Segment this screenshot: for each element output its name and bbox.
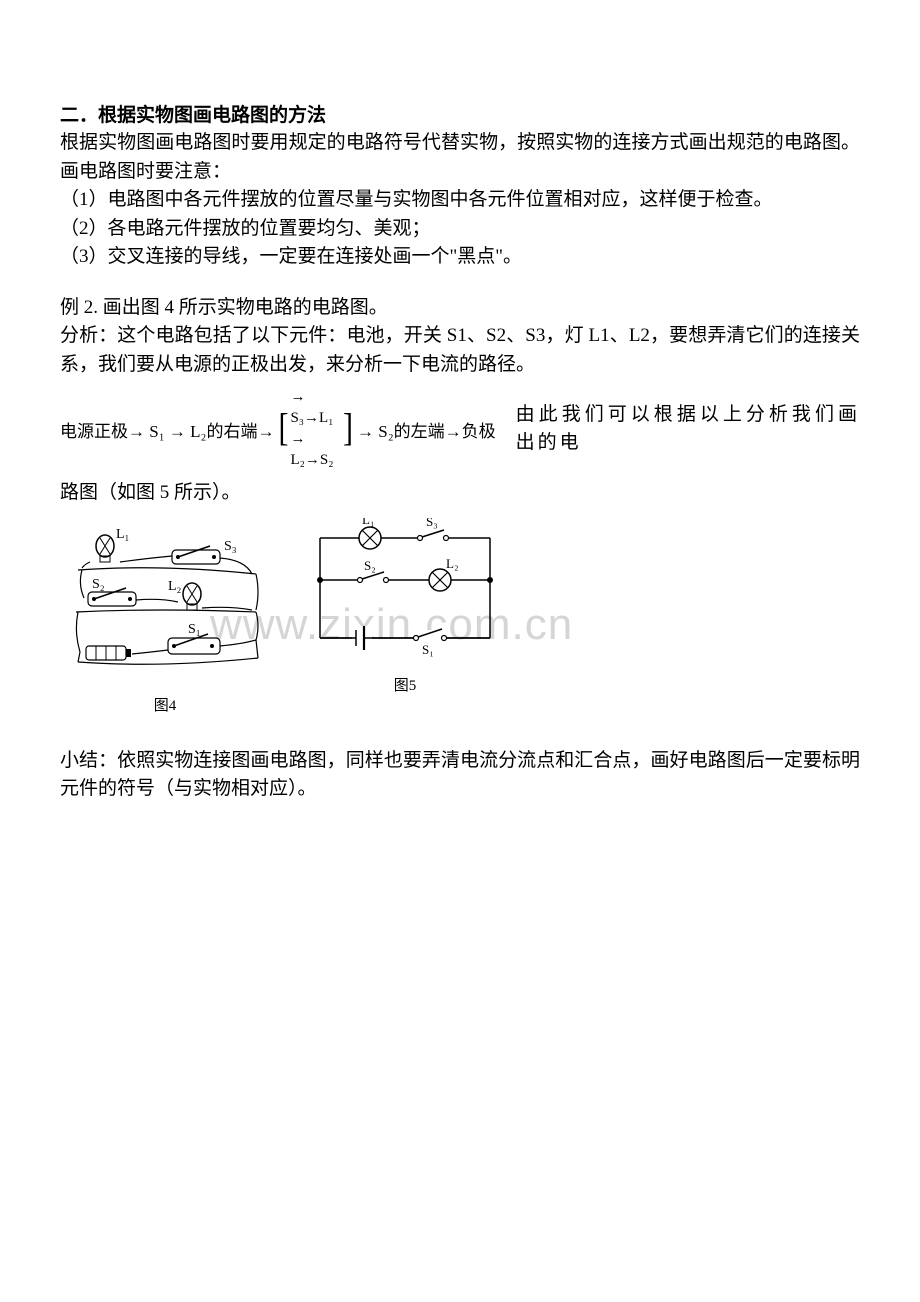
note-item-1: （1）电路图中各元件摆放的位置尽量与实物图中各元件位置相对应，这样便于检查。 bbox=[60, 186, 860, 215]
fig5-L1-label: L₁ bbox=[362, 518, 374, 527]
note-item-2: （2）各电路元件摆放的位置要均匀、美观； bbox=[60, 215, 860, 244]
figures-container: L₁ S₃ S₂ bbox=[60, 518, 860, 715]
example-label: 例 2. 画出图 4 所示实物电路的电路图。 bbox=[60, 294, 860, 323]
intro-paragraph: 根据实物图画电路图时要用规定的电路符号代替实物，按照实物的连接方式画出规范的电路… bbox=[60, 129, 860, 186]
right-bracket: ] bbox=[343, 410, 353, 449]
formula-suffix: → S₂的左端→负极 bbox=[357, 417, 496, 442]
figure-5-caption: 图5 bbox=[394, 674, 417, 695]
section-heading: 二．根据实物图画电路图的方法 bbox=[60, 100, 860, 127]
figure-5-block: L₁ S₃ S₂ L₂ bbox=[300, 518, 510, 695]
current-path-formula: 电源正极→ S₁ → L₂的右端→ [ → S₃→L₁ → L₂→S₂ ] → … bbox=[60, 387, 860, 471]
after-formula-text: 路图（如图 5 所示）。 bbox=[60, 479, 860, 508]
summary-paragraph: 小结：依照实物连接图画电路图，同样也要弄清电流分流点和汇合点，画好电路图后一定要… bbox=[60, 747, 860, 804]
branch-1: → S₃→L₁ bbox=[290, 387, 341, 429]
formula-prefix: 电源正极→ S₁ → L₂的右端→ bbox=[60, 417, 274, 442]
fig4-L1-label: L₁ bbox=[116, 527, 129, 542]
note-item-3: （3）交叉连接的导线，一定要在连接处画一个"黑点"。 bbox=[60, 243, 860, 272]
fig5-S1-label: S₁ bbox=[422, 642, 434, 657]
fig5-L2-label: L₂ bbox=[446, 556, 458, 571]
fig4-S3-label: S₃ bbox=[224, 539, 237, 554]
fig5-S2-label: S₂ bbox=[364, 558, 376, 573]
fig4-S1-label: S₁ bbox=[188, 622, 201, 637]
fig5-S3-label: S₃ bbox=[426, 518, 438, 529]
figure-4-svg: L₁ S₃ S₂ bbox=[60, 518, 270, 688]
branch-2: → L₂→S₂ bbox=[290, 429, 341, 471]
derive-text: 由此我们可以根据以上分析我们画出的电 bbox=[516, 401, 860, 458]
fig4-L2-label: L₂ bbox=[168, 579, 182, 594]
figure-4-caption: 图4 bbox=[154, 694, 177, 715]
fig4-S2-label: S₂ bbox=[92, 577, 105, 592]
figure-4-block: L₁ S₃ S₂ bbox=[60, 518, 270, 715]
analysis-paragraph: 分析：这个电路包括了以下元件：电池，开关 S1、S2、S3，灯 L1、L2，要想… bbox=[60, 322, 860, 379]
left-bracket: [ bbox=[278, 410, 288, 449]
figure-5-svg: L₁ S₃ S₂ L₂ bbox=[300, 518, 510, 668]
